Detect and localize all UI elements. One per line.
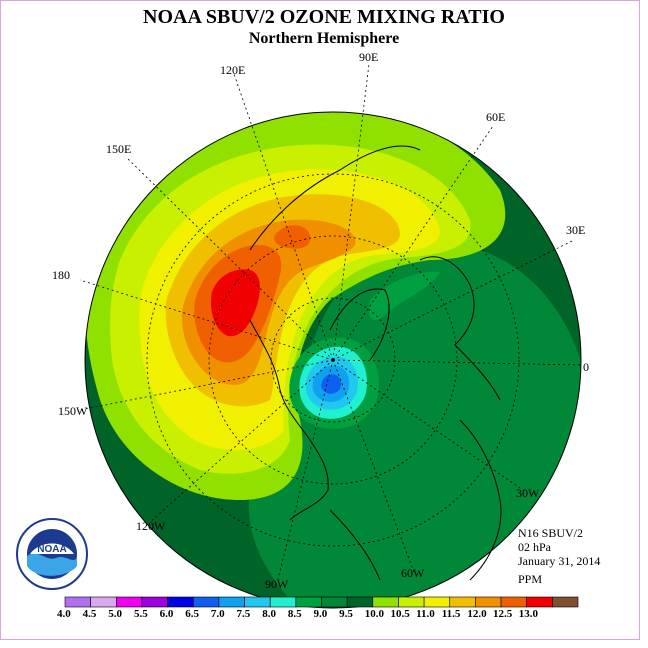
colorbar-label: 8.0 [262, 608, 276, 620]
colorbar-label: 5.5 [133, 608, 148, 620]
figure-frame [0, 0, 640, 640]
colorbar-label: 5.0 [108, 608, 123, 620]
info-instrument: N16 SBUV/2 [518, 526, 584, 540]
colorbar-label: 7.0 [210, 608, 225, 620]
lon-label-90e: 90E [359, 50, 379, 64]
field-light-green-band [368, 271, 440, 320]
colorbar-swatch [90, 596, 117, 608]
colorbar-label: 13.0 [518, 608, 538, 620]
colorbar-swatch [218, 596, 245, 608]
lon-label-150w: 150W [58, 404, 88, 418]
colorbar-swatch [321, 596, 348, 608]
colorbar-label: 9.5 [339, 608, 353, 620]
lon-label-90w: 90W [265, 577, 289, 591]
field-orange-patch [274, 225, 311, 249]
colorbar-swatch [372, 596, 399, 608]
colorbar-swatch [244, 596, 271, 608]
colorbar-label: 6.5 [185, 608, 199, 620]
lon-label-0: 0 [583, 360, 589, 374]
coast-europe [419, 256, 501, 401]
colorbar-swatch [475, 596, 502, 608]
coast-greenland [329, 288, 390, 361]
colorbar-label: 12.5 [493, 608, 513, 620]
coast-north-america [249, 319, 329, 521]
colorbar-label: 8.5 [287, 608, 302, 620]
colorbar-swatch [423, 596, 451, 608]
colorbar-swatch [269, 596, 297, 608]
coast-south-america [329, 509, 381, 581]
colorbar-swatch [295, 596, 322, 608]
lon-label-60w: 60W [401, 566, 425, 580]
colorbar-label: 6.0 [159, 608, 174, 620]
info-units: PPM [518, 572, 543, 586]
colorbar-swatch [449, 596, 476, 608]
colorbar-swatch [346, 596, 374, 608]
colorbar-label: 4.5 [82, 608, 97, 620]
colorbar-label: 10.5 [390, 608, 410, 620]
lon-label-120e: 120E [220, 63, 246, 77]
lon-label-180: 180 [52, 268, 70, 282]
coast-africa [459, 419, 502, 581]
colorbar-swatch [167, 596, 194, 608]
colorbar-swatch [552, 596, 579, 608]
colorbar-swatch [526, 596, 553, 608]
colorbar-swatch [141, 596, 168, 608]
colorbar [64, 596, 579, 608]
colorbar-label: 7.5 [236, 608, 251, 620]
field-red [210, 269, 260, 337]
map-title: NOAA SBUV/2 OZONE MIXING RATIO [143, 6, 505, 28]
info-date: January 31, 2014 [518, 554, 601, 568]
lon-label-150e: 150E [106, 142, 132, 156]
colorbar-swatch [116, 596, 143, 608]
colorbar-label: 12.0 [467, 608, 487, 620]
coastlines [249, 145, 502, 581]
info-block: N16 SBUV/2 02 hPa January 31, 2014 [518, 526, 600, 568]
noaa-logo: NOAA [16, 518, 88, 590]
contour-fields [85, 112, 581, 608]
lon-label-30e: 30E [566, 223, 586, 237]
colorbar-label: 10.0 [364, 608, 385, 620]
colorbar-label: 9.0 [313, 608, 328, 620]
colorbar-swatch [500, 596, 527, 608]
field-deep-blue [321, 374, 341, 394]
lon-label-30w: 30W [516, 486, 540, 500]
map-subtitle: Northern Hemisphere [248, 30, 400, 47]
lon-label-120w: 120W [136, 519, 166, 533]
colorbar-swatch [192, 596, 220, 608]
lon-label-60e: 60E [486, 110, 506, 124]
colorbar-label: 11.5 [441, 608, 461, 620]
coast-asia [249, 145, 421, 251]
colorbar-label: 4.0 [57, 608, 71, 620]
info-level: 02 hPa [518, 540, 551, 554]
noaa-logo-text: NOAA [37, 544, 66, 555]
colorbar-label: 11.0 [416, 608, 435, 620]
colorbar-swatch [64, 596, 91, 608]
colorbar-swatch [398, 596, 425, 608]
map-boundary [84, 111, 582, 609]
